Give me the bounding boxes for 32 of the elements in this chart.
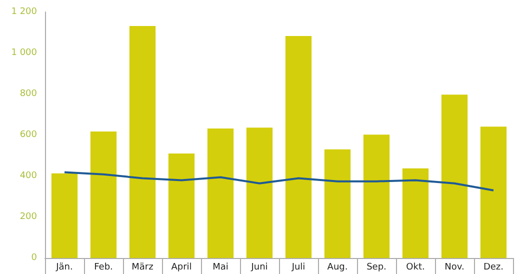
x-tick-label: Aug. <box>327 262 348 272</box>
x-tick-label: Feb. <box>94 262 113 272</box>
bar <box>90 132 117 258</box>
x-tick-label: Sep. <box>366 262 386 272</box>
bar <box>129 26 156 258</box>
y-tick-label: 400 <box>20 171 38 181</box>
bar <box>51 173 78 258</box>
y-tick-label: 800 <box>20 89 38 99</box>
bar <box>207 128 234 258</box>
x-tick-label: April <box>171 262 192 272</box>
bar <box>363 134 390 258</box>
y-tick-label: 600 <box>20 130 38 140</box>
bar <box>402 168 429 258</box>
y-tick-label: 1 000 <box>11 48 38 58</box>
y-tick-label: 0 <box>31 253 38 263</box>
bar <box>168 153 195 258</box>
bar <box>324 149 351 258</box>
bar <box>480 126 507 258</box>
y-tick-label: 1 200 <box>11 7 38 17</box>
x-tick-label: Okt. <box>406 262 425 272</box>
x-tick-label: März <box>132 262 154 272</box>
x-tick-label: Mai <box>212 262 228 272</box>
x-tick-label: Jän. <box>55 262 73 272</box>
x-tick-label: Nov. <box>444 262 464 272</box>
line-series <box>64 171 494 192</box>
bar <box>246 128 273 258</box>
x-tick-label: Dez. <box>483 262 504 272</box>
x-tick-label: Juni <box>250 262 268 272</box>
y-tick-label: 200 <box>20 212 38 222</box>
bar <box>285 36 312 258</box>
bar <box>441 94 468 258</box>
x-tick-label: Juli <box>290 262 306 272</box>
